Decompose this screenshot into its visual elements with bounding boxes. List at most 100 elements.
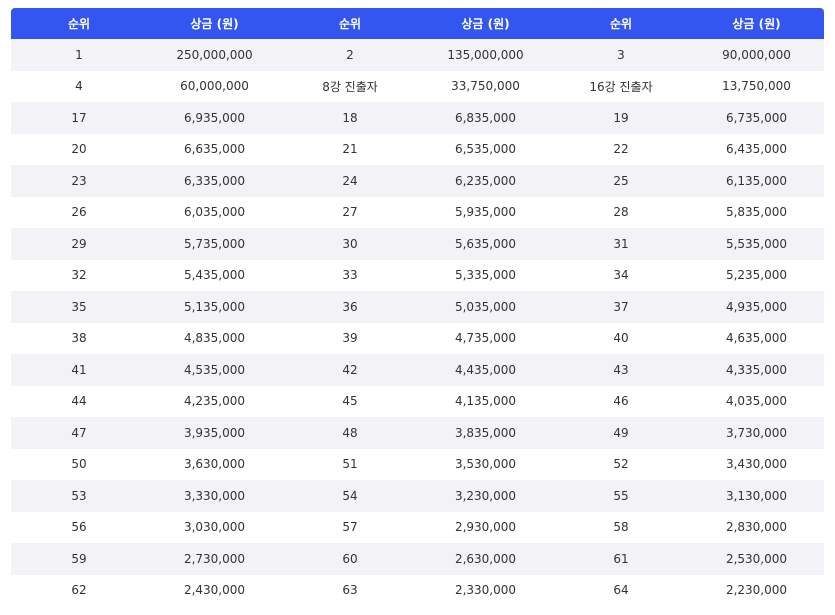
table-row: 41 4,535,000 42 4,435,000 43 4,335,000 bbox=[11, 354, 824, 386]
prize-cell: 2,530,000 bbox=[689, 543, 824, 575]
prize-cell: 2,230,000 bbox=[689, 574, 824, 606]
rank-cell: 59 bbox=[11, 543, 147, 575]
rank-cell: 48 bbox=[282, 417, 418, 449]
rank-cell: 42 bbox=[282, 354, 418, 386]
rank-cell: 50 bbox=[11, 448, 147, 480]
prize-cell: 6,335,000 bbox=[147, 165, 282, 197]
header-rank: 순위 bbox=[11, 8, 147, 39]
prize-table: 순위 상금 (원) 순위 상금 (원) 순위 상금 (원) 1 250,000,0… bbox=[11, 8, 824, 606]
rank-cell: 21 bbox=[282, 133, 418, 165]
header-prize: 상금 (원) bbox=[418, 8, 553, 39]
prize-cell: 60,000,000 bbox=[147, 70, 282, 102]
table-row: 17 6,935,000 18 6,835,000 19 6,735,000 bbox=[11, 102, 824, 134]
rank-cell: 46 bbox=[553, 385, 689, 417]
prize-cell: 4,635,000 bbox=[689, 322, 824, 354]
prize-cell: 4,235,000 bbox=[147, 385, 282, 417]
prize-cell: 4,335,000 bbox=[689, 354, 824, 386]
rank-cell: 32 bbox=[11, 259, 147, 291]
prize-cell: 6,435,000 bbox=[689, 133, 824, 165]
rank-cell: 8강 진출자 bbox=[282, 70, 418, 102]
prize-cell: 90,000,000 bbox=[689, 39, 824, 71]
rank-cell: 3 bbox=[553, 39, 689, 71]
rank-cell: 23 bbox=[11, 165, 147, 197]
rank-cell: 40 bbox=[553, 322, 689, 354]
table-row: 50 3,630,000 51 3,530,000 52 3,430,000 bbox=[11, 448, 824, 480]
header-prize: 상금 (원) bbox=[147, 8, 282, 39]
prize-cell: 4,835,000 bbox=[147, 322, 282, 354]
prize-cell: 6,235,000 bbox=[418, 165, 553, 197]
rank-cell: 29 bbox=[11, 228, 147, 260]
prize-cell: 2,330,000 bbox=[418, 574, 553, 606]
rank-cell: 53 bbox=[11, 480, 147, 512]
rank-cell: 34 bbox=[553, 259, 689, 291]
rank-cell: 1 bbox=[11, 39, 147, 71]
table-row: 4 60,000,000 8강 진출자 33,750,000 16강 진출자 13,750… bbox=[11, 70, 824, 102]
prize-cell: 2,630,000 bbox=[418, 543, 553, 575]
rank-cell: 41 bbox=[11, 354, 147, 386]
rank-cell: 56 bbox=[11, 511, 147, 543]
rank-cell: 17 bbox=[11, 102, 147, 134]
prize-cell: 6,535,000 bbox=[418, 133, 553, 165]
prize-cell: 3,530,000 bbox=[418, 448, 553, 480]
header-rank: 순위 bbox=[553, 8, 689, 39]
table-row: 23 6,335,000 24 6,235,000 25 6,135,000 bbox=[11, 165, 824, 197]
prize-cell: 5,135,000 bbox=[147, 291, 282, 323]
prize-cell: 2,730,000 bbox=[147, 543, 282, 575]
rank-cell: 36 bbox=[282, 291, 418, 323]
prize-cell: 33,750,000 bbox=[418, 70, 553, 102]
table-row: 59 2,730,000 60 2,630,000 61 2,530,000 bbox=[11, 543, 824, 575]
table-row: 44 4,235,000 45 4,135,000 46 4,035,000 bbox=[11, 385, 824, 417]
rank-cell: 30 bbox=[282, 228, 418, 260]
table-row: 29 5,735,000 30 5,635,000 31 5,535,000 bbox=[11, 228, 824, 260]
rank-cell: 62 bbox=[11, 574, 147, 606]
prize-cell: 6,935,000 bbox=[147, 102, 282, 134]
prize-cell: 2,430,000 bbox=[147, 574, 282, 606]
prize-cell: 3,630,000 bbox=[147, 448, 282, 480]
rank-cell: 27 bbox=[282, 196, 418, 228]
rank-cell: 37 bbox=[553, 291, 689, 323]
table-row: 47 3,935,000 48 3,835,000 49 3,730,000 bbox=[11, 417, 824, 449]
prize-cell: 13,750,000 bbox=[689, 70, 824, 102]
rank-cell: 22 bbox=[553, 133, 689, 165]
prize-cell: 5,835,000 bbox=[689, 196, 824, 228]
rank-cell: 33 bbox=[282, 259, 418, 291]
header-row: 순위 상금 (원) 순위 상금 (원) 순위 상금 (원) bbox=[11, 8, 824, 39]
rank-cell: 47 bbox=[11, 417, 147, 449]
prize-cell: 5,535,000 bbox=[689, 228, 824, 260]
prize-cell: 4,735,000 bbox=[418, 322, 553, 354]
prize-cell: 4,035,000 bbox=[689, 385, 824, 417]
prize-cell: 6,835,000 bbox=[418, 102, 553, 134]
prize-cell: 2,930,000 bbox=[418, 511, 553, 543]
rank-cell: 51 bbox=[282, 448, 418, 480]
rank-cell: 43 bbox=[553, 354, 689, 386]
rank-cell: 45 bbox=[282, 385, 418, 417]
rank-cell: 44 bbox=[11, 385, 147, 417]
prize-cell: 6,135,000 bbox=[689, 165, 824, 197]
prize-cell: 3,935,000 bbox=[147, 417, 282, 449]
prize-cell: 3,835,000 bbox=[418, 417, 553, 449]
prize-cell: 5,435,000 bbox=[147, 259, 282, 291]
header-prize: 상금 (원) bbox=[689, 8, 824, 39]
table-header: 순위 상금 (원) 순위 상금 (원) 순위 상금 (원) bbox=[11, 8, 824, 39]
prize-cell: 5,335,000 bbox=[418, 259, 553, 291]
rank-cell: 63 bbox=[282, 574, 418, 606]
table-row: 20 6,635,000 21 6,535,000 22 6,435,000 bbox=[11, 133, 824, 165]
prize-cell: 3,330,000 bbox=[147, 480, 282, 512]
table-body: 1 250,000,000 2 135,000,000 3 90,000,000 4 60,0… bbox=[11, 39, 824, 606]
prize-cell: 6,035,000 bbox=[147, 196, 282, 228]
table-row: 38 4,835,000 39 4,735,000 40 4,635,000 bbox=[11, 322, 824, 354]
prize-cell: 6,735,000 bbox=[689, 102, 824, 134]
prize-cell: 5,935,000 bbox=[418, 196, 553, 228]
prize-cell: 3,730,000 bbox=[689, 417, 824, 449]
prize-cell: 4,435,000 bbox=[418, 354, 553, 386]
table-row: 32 5,435,000 33 5,335,000 34 5,235,000 bbox=[11, 259, 824, 291]
prize-cell: 2,830,000 bbox=[689, 511, 824, 543]
table-row: 56 3,030,000 57 2,930,000 58 2,830,000 bbox=[11, 511, 824, 543]
prize-cell: 5,235,000 bbox=[689, 259, 824, 291]
rank-cell: 55 bbox=[553, 480, 689, 512]
prize-cell: 3,130,000 bbox=[689, 480, 824, 512]
prize-cell: 3,030,000 bbox=[147, 511, 282, 543]
table-row: 1 250,000,000 2 135,000,000 3 90,000,000 bbox=[11, 39, 824, 71]
rank-cell: 24 bbox=[282, 165, 418, 197]
header-rank: 순위 bbox=[282, 8, 418, 39]
